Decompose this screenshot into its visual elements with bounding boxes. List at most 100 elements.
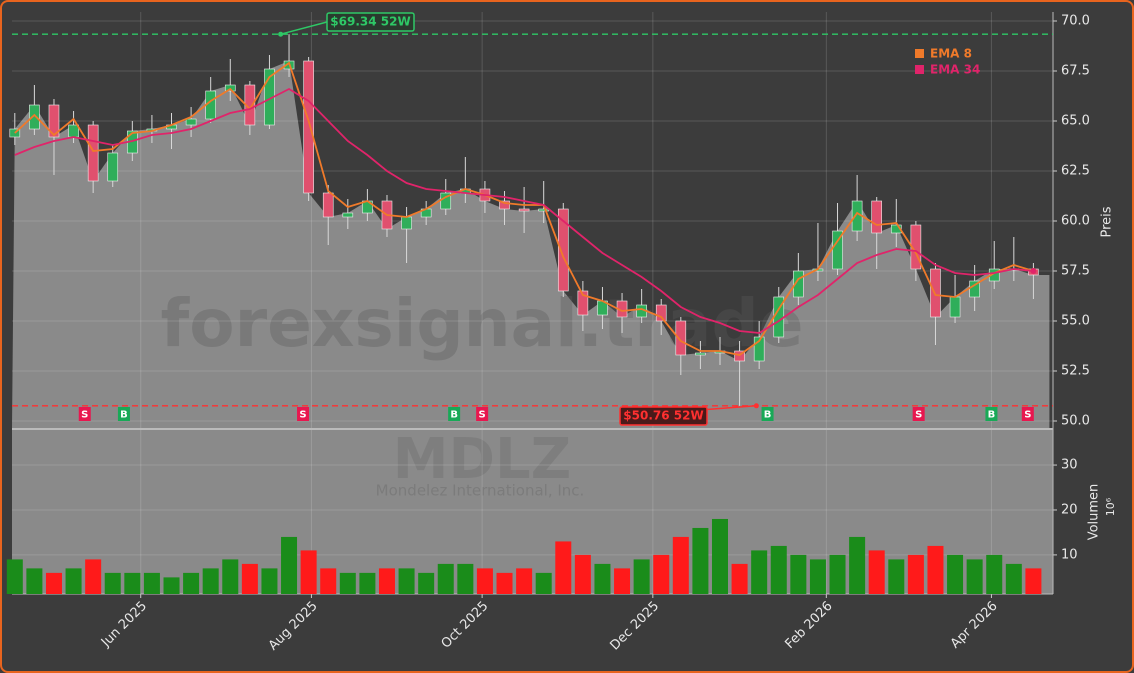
- volume-bar: [888, 559, 905, 594]
- ema-line: [14, 61, 1034, 356]
- candle-body: [988, 268, 1000, 282]
- signal-box: [761, 407, 774, 421]
- candle-body: [9, 128, 21, 138]
- volume-bar: [927, 545, 944, 594]
- volume-tick-label: 10: [1061, 547, 1078, 562]
- x-tick-label: Aug 2025: [266, 599, 321, 654]
- y-tick-label: 52.5: [1061, 364, 1090, 379]
- volume-tick-label: 30: [1061, 458, 1078, 473]
- ema-line: [14, 87, 1034, 334]
- volume-bar: [320, 568, 337, 594]
- volume-bar: [574, 554, 591, 594]
- candle-body: [655, 304, 667, 322]
- low-52w-label: $50.76 52W: [623, 409, 703, 423]
- signal-label: S: [81, 410, 88, 421]
- y-axis-label: Preis: [1100, 206, 1115, 237]
- volume-bar: [300, 550, 317, 594]
- volume-bar: [947, 554, 964, 594]
- low-52w-arrow-head: [753, 403, 759, 409]
- volume-bar: [790, 554, 807, 594]
- legend-swatch: [915, 49, 924, 58]
- x-tick-label: Dec 2025: [607, 599, 662, 654]
- volume-bar: [516, 568, 533, 594]
- volume-bar: [633, 559, 650, 594]
- x-tick-label: Oct 2025: [439, 599, 492, 652]
- volume-bar: [966, 559, 983, 594]
- volume-bar: [281, 536, 298, 594]
- high-52w-arrow: [280, 21, 328, 35]
- y-tick-label: 55.0: [1061, 314, 1090, 329]
- volume-bar: [535, 572, 552, 594]
- signal-box: [985, 407, 998, 421]
- volume-bar: [594, 563, 611, 594]
- candle-body: [890, 224, 902, 234]
- watermark-symbol: MDLZ: [393, 427, 572, 492]
- volume-bar: [672, 536, 689, 594]
- high-52w-arrow-head: [278, 31, 284, 37]
- signal-label: B: [120, 410, 128, 421]
- signal-label: S: [299, 410, 306, 421]
- volume-tick-label: 20: [1061, 502, 1078, 517]
- volume-bar: [555, 541, 572, 594]
- legend-label: EMA 8: [930, 47, 972, 61]
- volume-bar: [476, 568, 493, 594]
- volume-bar: [829, 554, 846, 594]
- signal-box: [117, 407, 130, 421]
- volume-bar: [65, 568, 82, 594]
- candle-body: [29, 104, 40, 130]
- volume-bar: [104, 572, 121, 594]
- volume-bar: [437, 563, 454, 594]
- signal-box: [1021, 407, 1034, 421]
- watermark-company: Mondelez International, Inc.: [376, 482, 585, 500]
- signal-box: [78, 407, 91, 421]
- x-tick-label: Apr 2026: [948, 599, 1001, 652]
- volume-bar: [359, 572, 376, 594]
- legend-label: EMA 34: [930, 63, 980, 77]
- volume-bar: [85, 559, 102, 594]
- signal-box: [448, 407, 461, 421]
- volume-bar: [418, 572, 435, 594]
- candle-body: [910, 224, 922, 270]
- volume-bar: [183, 572, 200, 594]
- signal-box: [912, 407, 925, 421]
- signal-label: B: [988, 410, 996, 421]
- volume-bar: [163, 577, 180, 594]
- y-tick-label: 50.0: [1061, 414, 1090, 429]
- candle-body: [303, 60, 314, 194]
- high-52w-label: $69.34 52W: [330, 15, 410, 29]
- candle-body: [401, 216, 412, 230]
- volume-bar: [378, 568, 395, 594]
- signal-label: B: [764, 410, 772, 421]
- volume-bar: [45, 572, 62, 594]
- y-tick-label: 67.5: [1061, 64, 1090, 79]
- volume-bar: [809, 559, 826, 594]
- y-tick-label: 62.5: [1061, 164, 1090, 179]
- candle-body: [832, 230, 843, 270]
- candle-body: [695, 352, 706, 356]
- candle-body: [185, 118, 197, 126]
- volume-bar: [124, 572, 141, 594]
- volume-bar: [143, 572, 160, 594]
- candle-body: [48, 104, 60, 138]
- y-tick-label: 65.0: [1061, 114, 1090, 129]
- candle-body: [793, 270, 804, 298]
- candle-body: [557, 208, 569, 292]
- volume-bar: [1025, 568, 1042, 594]
- volume-bar: [907, 554, 924, 594]
- candle-body: [577, 290, 589, 316]
- candle-body: [87, 124, 99, 182]
- volume-bar: [868, 550, 885, 594]
- volume-bar: [731, 563, 748, 594]
- y-tick-label: 70.0: [1061, 14, 1090, 29]
- candle-body: [949, 296, 961, 318]
- volume-bar: [770, 545, 787, 594]
- volume-bar: [986, 554, 1003, 594]
- x-tick-label: Jun 2025: [98, 599, 150, 651]
- volume-axis-label: Volumen: [1087, 484, 1102, 541]
- volume-bar: [261, 568, 278, 594]
- candle-body: [753, 336, 765, 362]
- x-tick-label: Feb 2026: [782, 599, 835, 652]
- signal-box: [476, 407, 489, 421]
